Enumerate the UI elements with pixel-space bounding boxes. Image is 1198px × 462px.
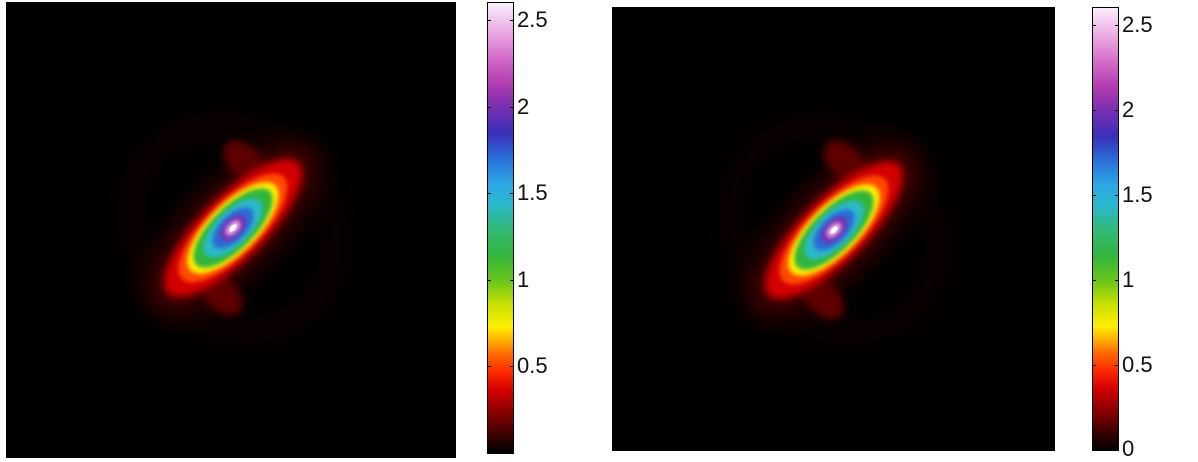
colorbar-left-tick-mark (487, 280, 491, 281)
heatmap-left-peak-core (229, 224, 237, 232)
colorbar-left-tick-label: 2.5 (517, 7, 548, 32)
colorbar-right-tick-mark (1092, 280, 1096, 281)
colorbar-right-tick-mark (1115, 280, 1119, 281)
colorbar-left-tick-mark (510, 280, 514, 281)
colorbar-right-tick-mark (1092, 365, 1096, 366)
colorbar-left-tick-label: 1.5 (517, 180, 548, 205)
colorbar-right-tick-label: 0 (1122, 436, 1135, 461)
heatmap-left (6, 2, 456, 458)
colorbar-right-tick-mark (1115, 365, 1119, 366)
colorbar-left-tick-label: 1 (517, 267, 530, 292)
heatmap-right (612, 7, 1055, 451)
heatmap-left-svg (6, 2, 456, 458)
colorbar-left-tick-mark (487, 107, 491, 108)
colorbar-right-tick-mark (1092, 195, 1096, 196)
colorbar-right-tick-mark (1115, 195, 1119, 196)
colorbar-left-tick-mark (487, 366, 491, 367)
colorbar-left-tick-mark (510, 107, 514, 108)
colorbar-left-tick-mark (510, 20, 514, 21)
colorbar-right-tick-mark (1092, 110, 1096, 111)
colorbar-right-tick-label: 2.5 (1122, 12, 1153, 37)
colorbar-right-tick-label: 0.5 (1122, 352, 1153, 377)
colorbar-left-tick-mark (487, 20, 491, 21)
colorbar-right-gradient (1093, 8, 1118, 450)
colorbar-left-tick-label: 0.5 (517, 353, 548, 378)
colorbar-right-tick-mark (1115, 450, 1119, 451)
colorbar-left-tick-mark (510, 366, 514, 367)
colorbar-left-tick-mark (510, 193, 514, 194)
colorbar-right-tick-label: 1.5 (1122, 182, 1153, 207)
colorbar-left-tick-mark (487, 193, 491, 194)
colorbar-right-tick-mark (1115, 25, 1119, 26)
heatmap-right-peak-core (830, 226, 838, 234)
colorbar-left-gradient (488, 3, 513, 453)
colorbar-right-tick-mark (1092, 25, 1096, 26)
heatmap-right-svg (612, 7, 1055, 451)
colorbar-right-tick-label: 2 (1122, 97, 1135, 122)
colorbar-right-tick-mark (1115, 110, 1119, 111)
colorbar-right (1092, 7, 1119, 451)
colorbar-left-tick-label: 2 (517, 94, 530, 119)
colorbar-right-tick-label: 1 (1122, 267, 1135, 292)
colorbar-left (487, 2, 514, 454)
colorbar-right-tick-mark (1092, 450, 1096, 451)
